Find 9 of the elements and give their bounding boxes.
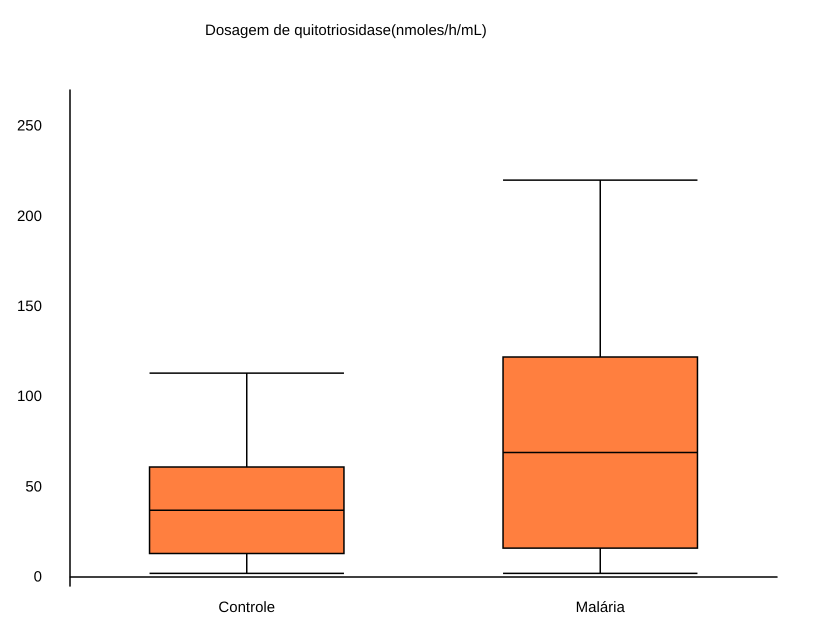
y-tick-label: 250 bbox=[16, 118, 42, 135]
y-tick-label: 150 bbox=[16, 298, 42, 315]
y-tick-label: 50 bbox=[25, 478, 42, 496]
y-tick-label: 0 bbox=[34, 568, 42, 586]
x-tick-label: Controle bbox=[218, 599, 276, 616]
y-tick-label: 100 bbox=[16, 388, 42, 406]
y-tick-label: 200 bbox=[16, 208, 42, 225]
x-tick-label: Malária bbox=[576, 599, 626, 616]
chart-title: Dosagem de quitotriosidase(nmoles/h/mL) bbox=[205, 22, 487, 39]
